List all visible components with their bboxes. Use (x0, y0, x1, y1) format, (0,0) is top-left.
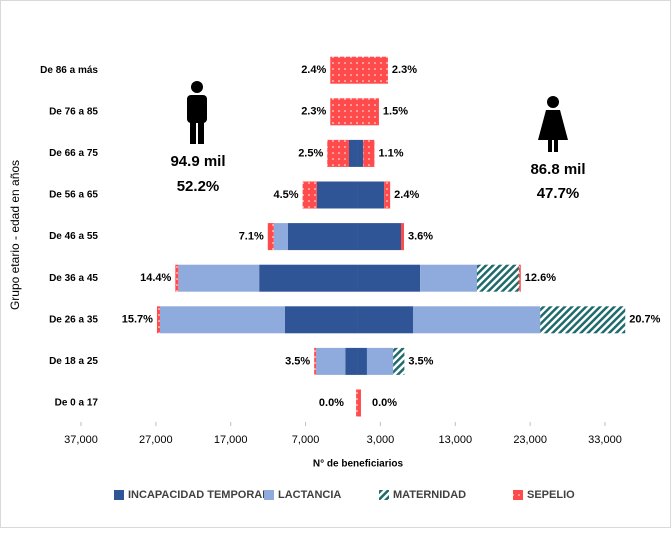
data-label: 4.5% (273, 189, 298, 201)
data-label: 2.3% (392, 64, 417, 76)
bar-segment (267, 223, 274, 251)
annotation: 52.2% (177, 178, 220, 195)
data-label: 1.5% (383, 106, 408, 118)
legend-label: LACTANCIA (278, 489, 341, 501)
legend-label: SEPELIO (527, 489, 575, 501)
bar-segment (357, 306, 413, 334)
y-tick-label: De 66 a 75 (49, 148, 98, 159)
bar-segment (316, 181, 358, 209)
data-label: 12.6% (525, 272, 556, 284)
y-tick-label: De 18 a 25 (49, 356, 98, 367)
data-label: 2.5% (298, 147, 323, 159)
y-tick-label: De 26 a 35 (49, 314, 98, 325)
data-label: 3.6% (408, 231, 433, 243)
legend-label: INCAPACIDAD TEMPORAL (128, 489, 269, 501)
y-tick-label: De 56 a 65 (49, 190, 98, 201)
data-label: 20.7% (629, 314, 660, 326)
data-label: 0.0% (372, 397, 397, 409)
data-label: 2.3% (301, 106, 326, 118)
y-tick-label: De 36 a 45 (49, 273, 98, 284)
annotation: 94.9 mil (170, 153, 225, 170)
x-tick-label: 27,000 (139, 434, 173, 446)
x-tick-label: 23,000 (513, 434, 547, 446)
bar-segment (401, 223, 405, 251)
data-label: 3.5% (285, 355, 310, 367)
bar-segment (357, 347, 367, 375)
bar-segment (345, 347, 358, 375)
legend-swatch (114, 490, 124, 500)
bar-segment (476, 264, 519, 292)
legend-label: MATERNIDAD (393, 489, 466, 501)
y-tick-label: De 76 a 85 (49, 106, 98, 117)
bar-segment (384, 181, 391, 209)
bar-segment (178, 264, 260, 292)
data-label: 0.0% (319, 397, 344, 409)
bar-segment (356, 389, 358, 417)
bar-segment (357, 389, 361, 417)
data-label: 2.4% (301, 64, 326, 76)
bar-segment (357, 223, 402, 251)
y-tick-label: De 86 a más (40, 65, 98, 76)
data-label: 2.4% (394, 189, 419, 201)
bar-segment (159, 306, 285, 334)
x-axis-title: N° de beneficiarios (313, 459, 404, 470)
bar-segment (330, 56, 358, 84)
x-tick-label: 13,000 (438, 434, 472, 446)
bar-segment (314, 347, 317, 375)
bar-segment (175, 264, 179, 292)
bar-segment (357, 264, 421, 292)
data-label: 1.1% (378, 147, 403, 159)
x-tick-label: 37,000 (64, 434, 98, 446)
bar-segment (363, 139, 375, 167)
bar-segment (273, 223, 288, 251)
data-label: 3.5% (408, 355, 433, 367)
legend-swatch (264, 490, 274, 500)
y-tick-label: De 0 a 17 (55, 398, 99, 409)
bar-segment (357, 98, 379, 126)
bar-segment (357, 139, 364, 167)
bar-segment (259, 264, 358, 292)
bar-segment (302, 181, 317, 209)
y-tick-label: De 46 a 55 (49, 231, 98, 242)
x-tick-label: 17,000 (214, 434, 248, 446)
x-tick-label: 33,000 (588, 434, 622, 446)
x-tick-label: 3,000 (367, 434, 395, 446)
bar-segment (412, 306, 541, 334)
legend-swatch (513, 490, 523, 500)
y-axis-title: Grupo etario - edad en años (8, 160, 22, 310)
bar-segment (366, 347, 394, 375)
bar-segment (540, 306, 626, 334)
male-icon (187, 81, 207, 144)
bar-segment (327, 139, 349, 167)
annotation: 86.8 mil (530, 161, 585, 178)
female-icon (538, 96, 568, 152)
data-label: 15.7% (122, 314, 153, 326)
bar-segment (287, 223, 358, 251)
bar-segment (357, 181, 385, 209)
bar-segment (316, 347, 346, 375)
bar-segment (284, 306, 358, 334)
bar-segment (156, 306, 160, 334)
bar-segment (420, 264, 477, 292)
legend-swatch (379, 490, 389, 500)
bar-segment (330, 98, 358, 126)
bar-segment (357, 56, 388, 84)
bar-segment (348, 139, 358, 167)
annotation: 47.7% (537, 185, 580, 202)
x-tick-label: 7,000 (292, 434, 320, 446)
data-label: 7.1% (239, 231, 264, 243)
bar-segment (393, 347, 405, 375)
data-label: 14.4% (140, 272, 171, 284)
bar-segment (518, 264, 521, 292)
